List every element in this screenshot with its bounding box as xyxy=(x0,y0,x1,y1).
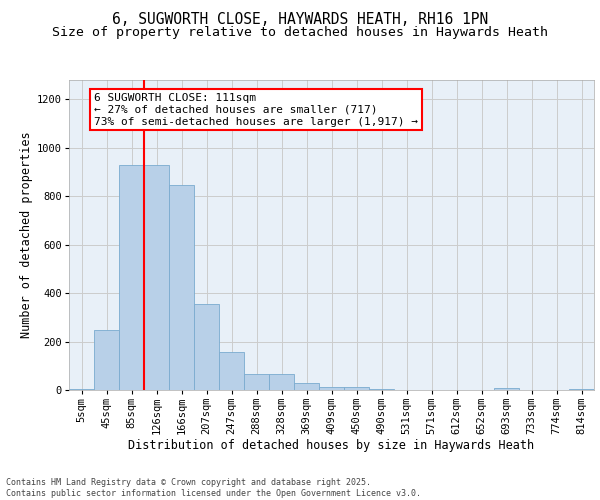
Bar xyxy=(194,304,219,390)
Text: 6, SUGWORTH CLOSE, HAYWARDS HEATH, RH16 1PN: 6, SUGWORTH CLOSE, HAYWARDS HEATH, RH16 … xyxy=(112,12,488,28)
Bar xyxy=(144,165,169,390)
Bar xyxy=(319,387,344,390)
Bar xyxy=(269,374,294,390)
Bar xyxy=(294,383,319,390)
Bar xyxy=(369,389,394,390)
Bar xyxy=(344,387,369,390)
Bar xyxy=(69,389,94,390)
Text: Size of property relative to detached houses in Haywards Heath: Size of property relative to detached ho… xyxy=(52,26,548,39)
Bar xyxy=(244,374,269,390)
Bar xyxy=(119,165,144,390)
Bar xyxy=(494,388,519,390)
Bar xyxy=(169,186,194,390)
Y-axis label: Number of detached properties: Number of detached properties xyxy=(20,132,33,338)
Bar xyxy=(569,389,594,390)
Bar xyxy=(219,352,244,390)
Text: Contains HM Land Registry data © Crown copyright and database right 2025.
Contai: Contains HM Land Registry data © Crown c… xyxy=(6,478,421,498)
Text: 6 SUGWORTH CLOSE: 111sqm
← 27% of detached houses are smaller (717)
73% of semi-: 6 SUGWORTH CLOSE: 111sqm ← 27% of detach… xyxy=(94,94,418,126)
X-axis label: Distribution of detached houses by size in Haywards Heath: Distribution of detached houses by size … xyxy=(128,438,535,452)
Bar xyxy=(94,330,119,390)
